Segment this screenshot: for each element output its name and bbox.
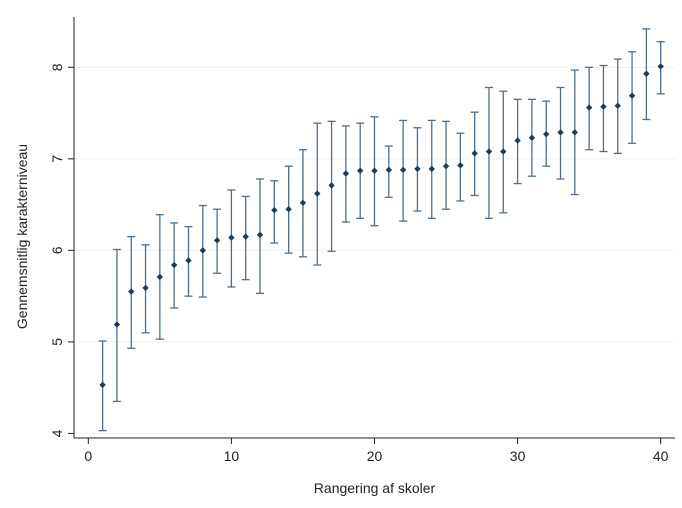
data-point-1 [99,381,106,389]
data-point-17 [328,182,335,189]
data-point-24 [428,165,435,173]
x-tick-label-0: 0 [84,448,92,464]
x-tick-label-20: 20 [367,448,383,464]
y-tick-label-5: 5 [49,338,65,346]
data-point-2 [113,321,121,328]
data-point-29 [500,148,507,155]
x-tick-label-10: 10 [224,448,240,464]
data-point-27 [471,150,478,157]
data-point-28 [485,148,493,155]
data-point-7 [185,257,192,264]
data-point-34 [571,129,579,136]
data-point-40 [657,63,664,70]
data-point-38 [628,92,636,99]
data-point-9 [213,237,221,244]
data-point-23 [414,165,421,173]
y-tick-label-4: 4 [49,429,65,437]
data-point-36 [600,103,607,110]
data-point-5 [156,273,164,281]
data-point-30 [514,137,521,144]
data-point-8 [199,247,206,254]
data-point-31 [528,134,536,142]
data-point-11 [242,233,249,240]
data-point-20 [371,167,378,174]
data-point-12 [256,231,264,239]
data-point-16 [314,190,321,197]
data-point-14 [285,205,292,213]
data-point-22 [399,166,407,174]
data-point-4 [142,284,149,292]
x-axis-label: Rangering af skoler [314,480,436,496]
data-point-39 [643,70,650,77]
data-point-15 [299,199,307,206]
x-tick-label-30: 30 [510,448,526,464]
x-tick-label-40: 40 [653,448,669,464]
data-point-25 [442,162,450,170]
data-point-37 [614,102,621,109]
data-point-32 [543,130,550,138]
data-point-21 [385,166,393,174]
data-point-18 [342,170,350,177]
data-point-33 [557,129,564,136]
x-ticks: 0 10 20 30 40 [84,438,669,464]
data-point-3 [128,288,135,295]
data-point-10 [228,234,235,241]
data-point-26 [457,162,464,169]
y-tick-label-7: 7 [49,155,65,163]
data-point-35 [585,104,593,111]
y-ticks: 4 5 6 7 8 [49,63,74,437]
y-tick-label-8: 8 [49,63,65,71]
data-point-6 [170,261,178,269]
data-point-19 [356,167,364,174]
y-tick-label-6: 6 [49,246,65,254]
y-axis-label: Gennemsnitlig karakterniveau [14,144,30,329]
axes [73,17,675,439]
data-point-13 [271,206,278,214]
error-bars [98,28,665,432]
data-points [99,63,664,389]
